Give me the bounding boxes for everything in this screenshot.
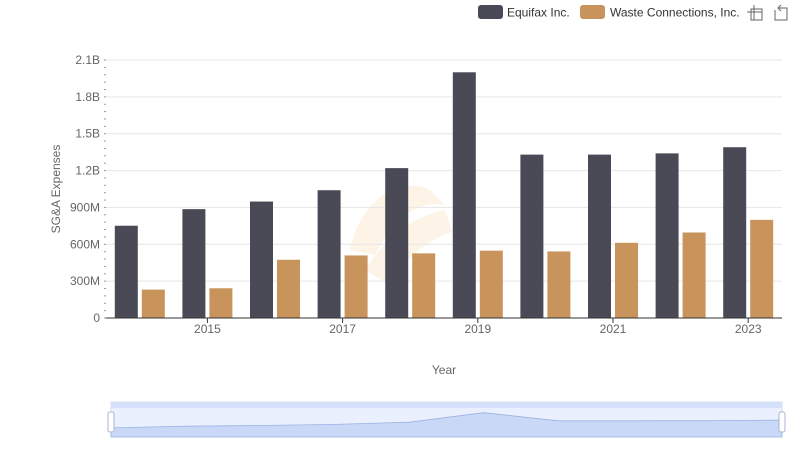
bar-waste-connections-2015[interactable]	[209, 288, 233, 318]
bar-waste-connections-2016[interactable]	[277, 259, 300, 318]
data-zoom-handle-right[interactable]	[778, 411, 786, 433]
x-tick-label: 2017	[329, 322, 356, 336]
legend: Equifax Inc. Waste Connections, Inc.	[478, 5, 740, 20]
x-tick-label: 2015	[194, 322, 221, 336]
y-tick-label: 1.2B	[75, 164, 100, 178]
bar-equifax-2015[interactable]	[182, 209, 206, 318]
bar-equifax-2018[interactable]	[385, 168, 409, 318]
data-zoom-handle-left[interactable]	[107, 411, 115, 433]
x-tick-label: 2021	[600, 322, 627, 336]
bar-waste-connections-2022[interactable]	[682, 232, 706, 318]
bar-equifax-2016[interactable]	[250, 201, 273, 318]
y-tick-label: 300M	[70, 274, 100, 288]
bar-waste-connections-2020[interactable]	[547, 251, 571, 318]
bar-waste-connections-2023[interactable]	[750, 219, 774, 318]
bar-waste-connections-2021[interactable]	[615, 242, 638, 318]
bar-equifax-2019[interactable]	[452, 72, 476, 319]
data-zoom-slider[interactable]	[107, 401, 786, 438]
data-zoom-top-bar[interactable]	[111, 402, 782, 408]
y-tick-label: 1.5B	[75, 127, 100, 141]
y-tick-label: 2.1B	[75, 53, 100, 67]
y-tick-label: 900M	[70, 200, 100, 214]
zoom-select-icon[interactable]	[747, 5, 763, 21]
bar-waste-connections-2014[interactable]	[141, 289, 165, 318]
y-axis-labels: 0 300M 600M 900M 1.2B 1.5B 1.8B 2.1B	[70, 53, 100, 325]
bar-equifax-2022[interactable]	[655, 153, 679, 318]
bar-equifax-2020[interactable]	[520, 154, 544, 318]
legend-item-equifax[interactable]: Equifax Inc.	[478, 5, 570, 20]
bar-waste-connections-2019[interactable]	[479, 250, 503, 318]
legend-swatch-equifax	[478, 5, 503, 19]
bars	[114, 72, 774, 319]
x-axis-title: Year	[432, 363, 456, 377]
x-axis: 2015 2017 2019 2021 2023	[106, 317, 782, 336]
bar-waste-connections-2018[interactable]	[412, 253, 436, 318]
grid-lines	[106, 59, 782, 282]
bar-equifax-2021[interactable]	[588, 154, 611, 318]
y-tick-label: 1.8B	[75, 90, 100, 104]
zoom-reset-icon[interactable]	[774, 4, 788, 21]
y-minor-ticks	[104, 59, 106, 319]
bar-waste-connections-2017[interactable]	[344, 255, 368, 318]
legend-swatch-waste-connections	[580, 5, 605, 19]
legend-label-equifax: Equifax Inc.	[507, 6, 570, 20]
y-axis-title: SG&A Expenses	[49, 145, 63, 234]
legend-label-waste-connections: Waste Connections, Inc.	[610, 6, 740, 20]
bar-equifax-2017[interactable]	[317, 190, 341, 318]
y-tick-label: 600M	[70, 237, 100, 251]
bar-equifax-2023[interactable]	[723, 147, 747, 318]
legend-item-waste-connections[interactable]: Waste Connections, Inc.	[580, 5, 740, 20]
x-tick-label: 2023	[735, 322, 762, 336]
bar-equifax-2014[interactable]	[114, 225, 138, 318]
x-tick-label: 2019	[464, 322, 491, 336]
y-tick-label: 0	[93, 311, 100, 325]
